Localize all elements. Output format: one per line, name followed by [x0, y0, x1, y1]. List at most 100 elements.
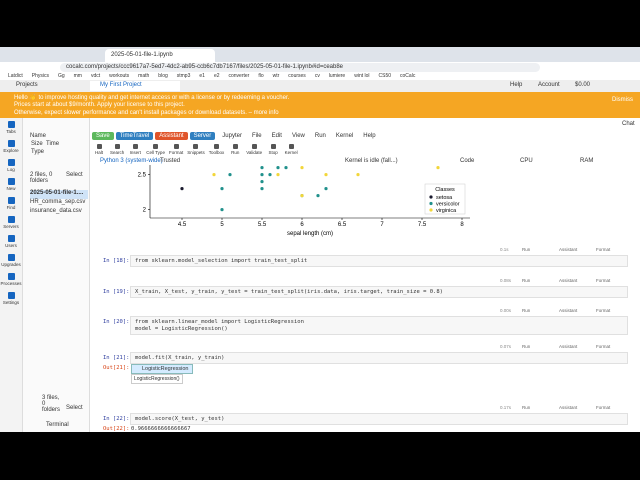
- bookmark[interactable]: wtr: [272, 73, 280, 79]
- toolbar-button[interactable]: Save: [92, 132, 114, 140]
- tool[interactable]: Validate: [246, 144, 262, 155]
- cell-action[interactable]: Assistant: [559, 247, 578, 252]
- col-time[interactable]: Time: [46, 141, 60, 147]
- sidebar-item[interactable]: Tabs: [0, 121, 22, 139]
- col-size[interactable]: Size: [31, 141, 43, 147]
- url-bar[interactable]: cocalc.com/projects/ccc9617a7-5ed7-4dc2-…: [60, 63, 540, 72]
- bookmark[interactable]: mm: [73, 73, 82, 79]
- sidebar-item[interactable]: New: [0, 178, 22, 196]
- menu[interactable]: File: [251, 133, 262, 139]
- tool[interactable]: Snippets: [187, 144, 205, 155]
- chat[interactable]: Chat: [622, 121, 635, 127]
- sidebar-item[interactable]: Upgrades: [0, 254, 22, 272]
- sidebar-item[interactable]: Processes: [0, 273, 22, 291]
- code-input[interactable]: [130, 286, 628, 298]
- help[interactable]: Help: [510, 82, 523, 88]
- sidebar-items: Tabs Explore Log New Find Servers Users Upgrade…: [0, 120, 22, 310]
- sidebar-label: New: [6, 186, 16, 191]
- terminal[interactable]: Terminal: [46, 422, 69, 428]
- bookmark[interactable]: Latdict: [8, 73, 23, 79]
- projects-tab[interactable]: Projects: [16, 82, 38, 88]
- file-count: 2 files, 0 folders: [30, 172, 53, 184]
- bookmark[interactable]: math: [138, 73, 150, 79]
- toolbar-button[interactable]: TimeTravel: [115, 132, 154, 140]
- sidebar-item[interactable]: Find: [0, 197, 22, 215]
- file-item[interactable]: HR_comma_sep.csv: [30, 199, 86, 205]
- tool[interactable]: Toolbox: [209, 144, 224, 155]
- sidebar-item[interactable]: Explore: [0, 140, 22, 158]
- dismiss[interactable]: Dismiss: [612, 97, 633, 103]
- account[interactable]: Account: [538, 82, 560, 88]
- bookmark[interactable]: wint lol: [354, 73, 370, 79]
- tool[interactable]: Format: [169, 144, 183, 155]
- bookmark[interactable]: lumiere: [328, 73, 346, 79]
- menu[interactable]: View: [291, 133, 305, 139]
- tool[interactable]: Run: [228, 144, 242, 155]
- sidebar-item[interactable]: Users: [0, 235, 22, 253]
- cell-action[interactable]: Format: [596, 247, 611, 252]
- bookmark[interactable]: flo: [258, 73, 264, 79]
- cell-action[interactable]: Assistant: [559, 278, 578, 283]
- tool[interactable]: Kernel: [284, 144, 298, 155]
- sidebar-item[interactable]: Log: [0, 159, 22, 177]
- cell-action[interactable]: Format: [596, 344, 611, 349]
- bookmark[interactable]: converter: [228, 73, 250, 79]
- toolbar-button[interactable]: Server: [189, 132, 216, 140]
- bookmark[interactable]: blog: [158, 73, 168, 79]
- cell-action[interactable]: Assistant: [559, 308, 578, 313]
- sidebar-item[interactable]: Servers: [0, 216, 22, 234]
- code-input[interactable]: [130, 352, 628, 364]
- code-input[interactable]: [130, 316, 628, 335]
- bookmark[interactable]: Gg: [57, 73, 65, 79]
- tool[interactable]: Halt: [92, 144, 106, 155]
- menu[interactable]: Run: [314, 133, 326, 139]
- bookmark[interactable]: workouts: [109, 73, 130, 79]
- select[interactable]: Select: [66, 405, 83, 411]
- cell-action[interactable]: Run: [522, 344, 531, 349]
- col-type[interactable]: Type: [31, 149, 45, 155]
- tool[interactable]: Insert: [128, 144, 142, 155]
- menu[interactable]: Kernel: [335, 133, 354, 139]
- cell-action[interactable]: Format: [596, 278, 611, 283]
- tool-icon: [232, 144, 238, 149]
- bookmark[interactable]: courses: [288, 73, 306, 79]
- code-input[interactable]: [130, 255, 628, 267]
- select[interactable]: Select: [66, 172, 83, 178]
- menu[interactable]: Help: [363, 133, 376, 139]
- bookmark[interactable]: e1: [199, 73, 205, 79]
- bookmark[interactable]: vdct: [90, 73, 101, 79]
- cell-action[interactable]: Assistant: [559, 344, 578, 349]
- cell-action[interactable]: Run: [522, 247, 531, 252]
- project-tab[interactable]: My First Project: [90, 81, 180, 91]
- cell-action[interactable]: Run: [522, 308, 531, 313]
- bookmark[interactable]: cv: [314, 73, 320, 79]
- menu[interactable]: Jupyter: [222, 133, 242, 139]
- point: [300, 166, 304, 170]
- file-item[interactable]: 2025-05-01-file-1....: [30, 190, 88, 199]
- in-prompt: In [19]:: [103, 289, 130, 295]
- cell-action[interactable]: Assistant: [559, 405, 578, 410]
- toolbar-button[interactable]: Assistant: [155, 132, 188, 140]
- tool[interactable]: Stop: [266, 144, 280, 155]
- tool[interactable]: Cell Type: [146, 144, 165, 155]
- cell-action[interactable]: Format: [596, 308, 611, 313]
- bookmark[interactable]: Physics: [31, 73, 49, 79]
- file-item[interactable]: insurance_data.csv: [30, 208, 82, 214]
- sidebar-item[interactable]: Settings: [0, 292, 22, 310]
- code-input[interactable]: [130, 413, 628, 425]
- menu[interactable]: Edit: [271, 133, 282, 139]
- bookmark[interactable]: stmp3: [176, 73, 191, 79]
- bookmark[interactable]: CS50: [378, 73, 392, 79]
- out-prompt: Out[21]:: [103, 365, 130, 371]
- cell-action[interactable]: Run: [522, 278, 531, 283]
- cell-action[interactable]: Run: [522, 405, 531, 410]
- point: [268, 173, 272, 177]
- tool[interactable]: Search: [110, 144, 124, 155]
- kernel-name[interactable]: Python 3 (system-wide): [100, 158, 163, 164]
- bookmark[interactable]: e2: [213, 73, 220, 79]
- bookmark[interactable]: coCalc: [400, 73, 416, 79]
- cell-action[interactable]: Format: [596, 405, 611, 410]
- browser-tab[interactable]: 2025-05-01-file-1.ipynb: [105, 49, 215, 62]
- estimator-widget[interactable]: LogisticRegression: [131, 364, 194, 374]
- col-name[interactable]: Name: [30, 133, 47, 139]
